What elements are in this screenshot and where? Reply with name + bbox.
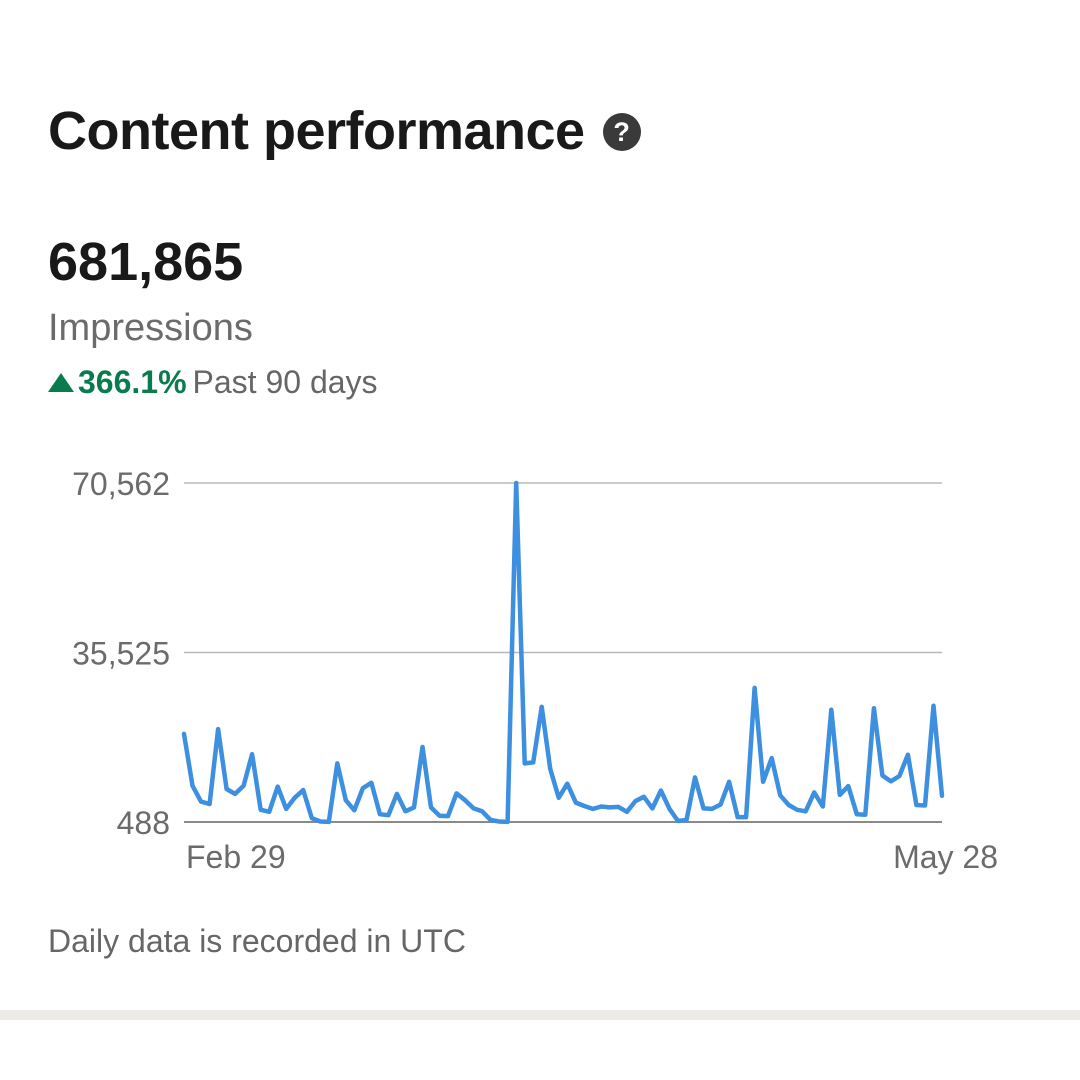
trend-summary: 366.1% Past 90 days (48, 362, 378, 402)
help-icon[interactable]: ? (602, 113, 641, 151)
metric-label: Impressions (48, 307, 253, 349)
content-performance-card: Content performance ? 681,865 Impression… (48, 96, 998, 959)
y-tick-label: 35,525 (72, 636, 170, 672)
section-title: Content performance (48, 101, 585, 161)
section-divider (0, 1010, 1080, 1020)
x-tick-label-end: May 28 (893, 839, 998, 875)
section-header: Content performance ? (48, 96, 641, 166)
impressions-line-chart: 488 35,525 70,562 Feb 29 May 28 (72, 466, 998, 875)
trend-period: Past 90 days (192, 364, 378, 400)
y-tick-label: 70,562 (72, 466, 170, 502)
y-tick-label: 488 (117, 805, 170, 841)
impressions-count: 681,865 (48, 232, 244, 292)
impressions-series-line (181, 480, 945, 825)
x-tick-label-start: Feb 29 (186, 839, 286, 875)
footnote: Daily data is recorded in UTC (48, 923, 466, 959)
trend-up-arrow-icon (48, 372, 74, 392)
trend-percentage: 366.1% (78, 364, 187, 400)
